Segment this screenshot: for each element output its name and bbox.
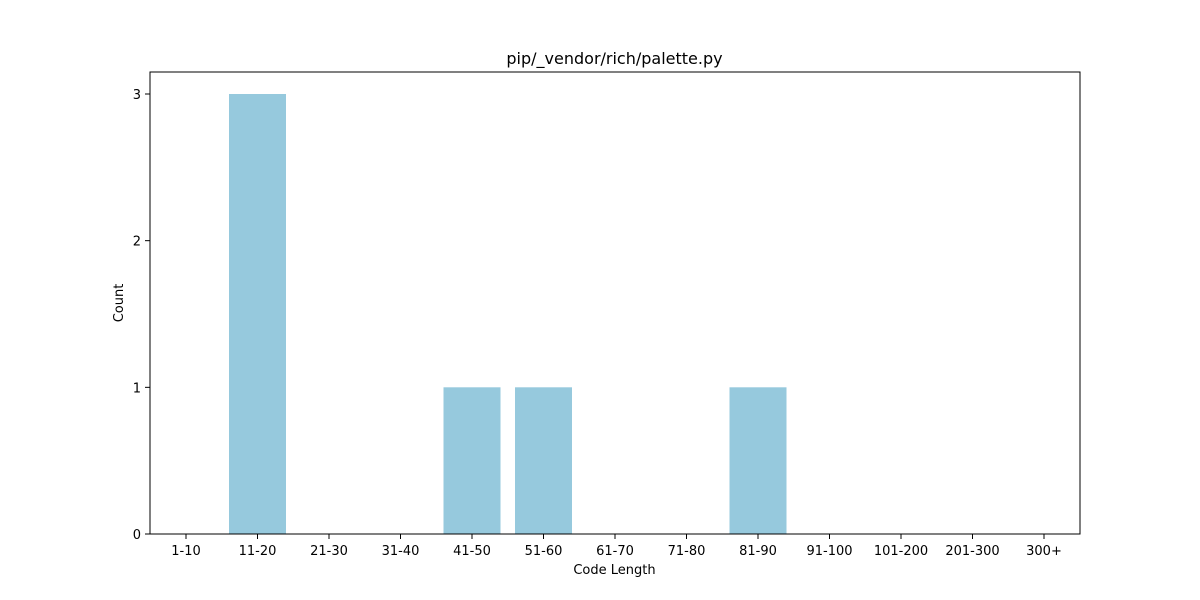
x-tick-label: 11-20: [239, 544, 277, 559]
bar-51-60: [515, 387, 572, 534]
x-tick-label: 61-70: [596, 544, 634, 559]
x-tick-label: 31-40: [382, 544, 420, 559]
x-tick-label: 300+: [1026, 544, 1062, 559]
x-tick-label: 91-100: [806, 544, 852, 559]
bar-81-90: [729, 387, 787, 534]
x-axis-label: Code Length: [573, 563, 655, 578]
y-tick-label: 2: [133, 235, 141, 250]
y-axis-label: Count: [112, 284, 127, 323]
y-tick-label: 0: [133, 528, 141, 543]
x-tick-label: 41-50: [453, 544, 491, 559]
bar-41-50: [443, 387, 501, 534]
x-tick-label: 81-90: [739, 544, 777, 559]
y-tick-label: 3: [133, 88, 141, 103]
x-tick-label: 71-80: [668, 544, 706, 559]
x-tick-label: 101-200: [874, 544, 928, 559]
x-tick-label: 1-10: [171, 544, 201, 559]
bars-group: [229, 94, 787, 534]
plot-frame: [149, 71, 1081, 535]
y-tick-label: 1: [133, 381, 141, 396]
x-tick-label: 21-30: [310, 544, 348, 559]
chart-title: pip/_vendor/rich/palette.py: [506, 49, 722, 69]
x-tick-label: 201-300: [945, 544, 999, 559]
x-tick-label: 51-60: [525, 544, 563, 559]
bar-11-20: [229, 94, 286, 534]
y-axis: 0 1 2 3: [133, 88, 150, 543]
x-axis: 1-10 11-20 21-30 31-40 41-50 51-60 61-70 71-80 8…: [171, 534, 1062, 559]
